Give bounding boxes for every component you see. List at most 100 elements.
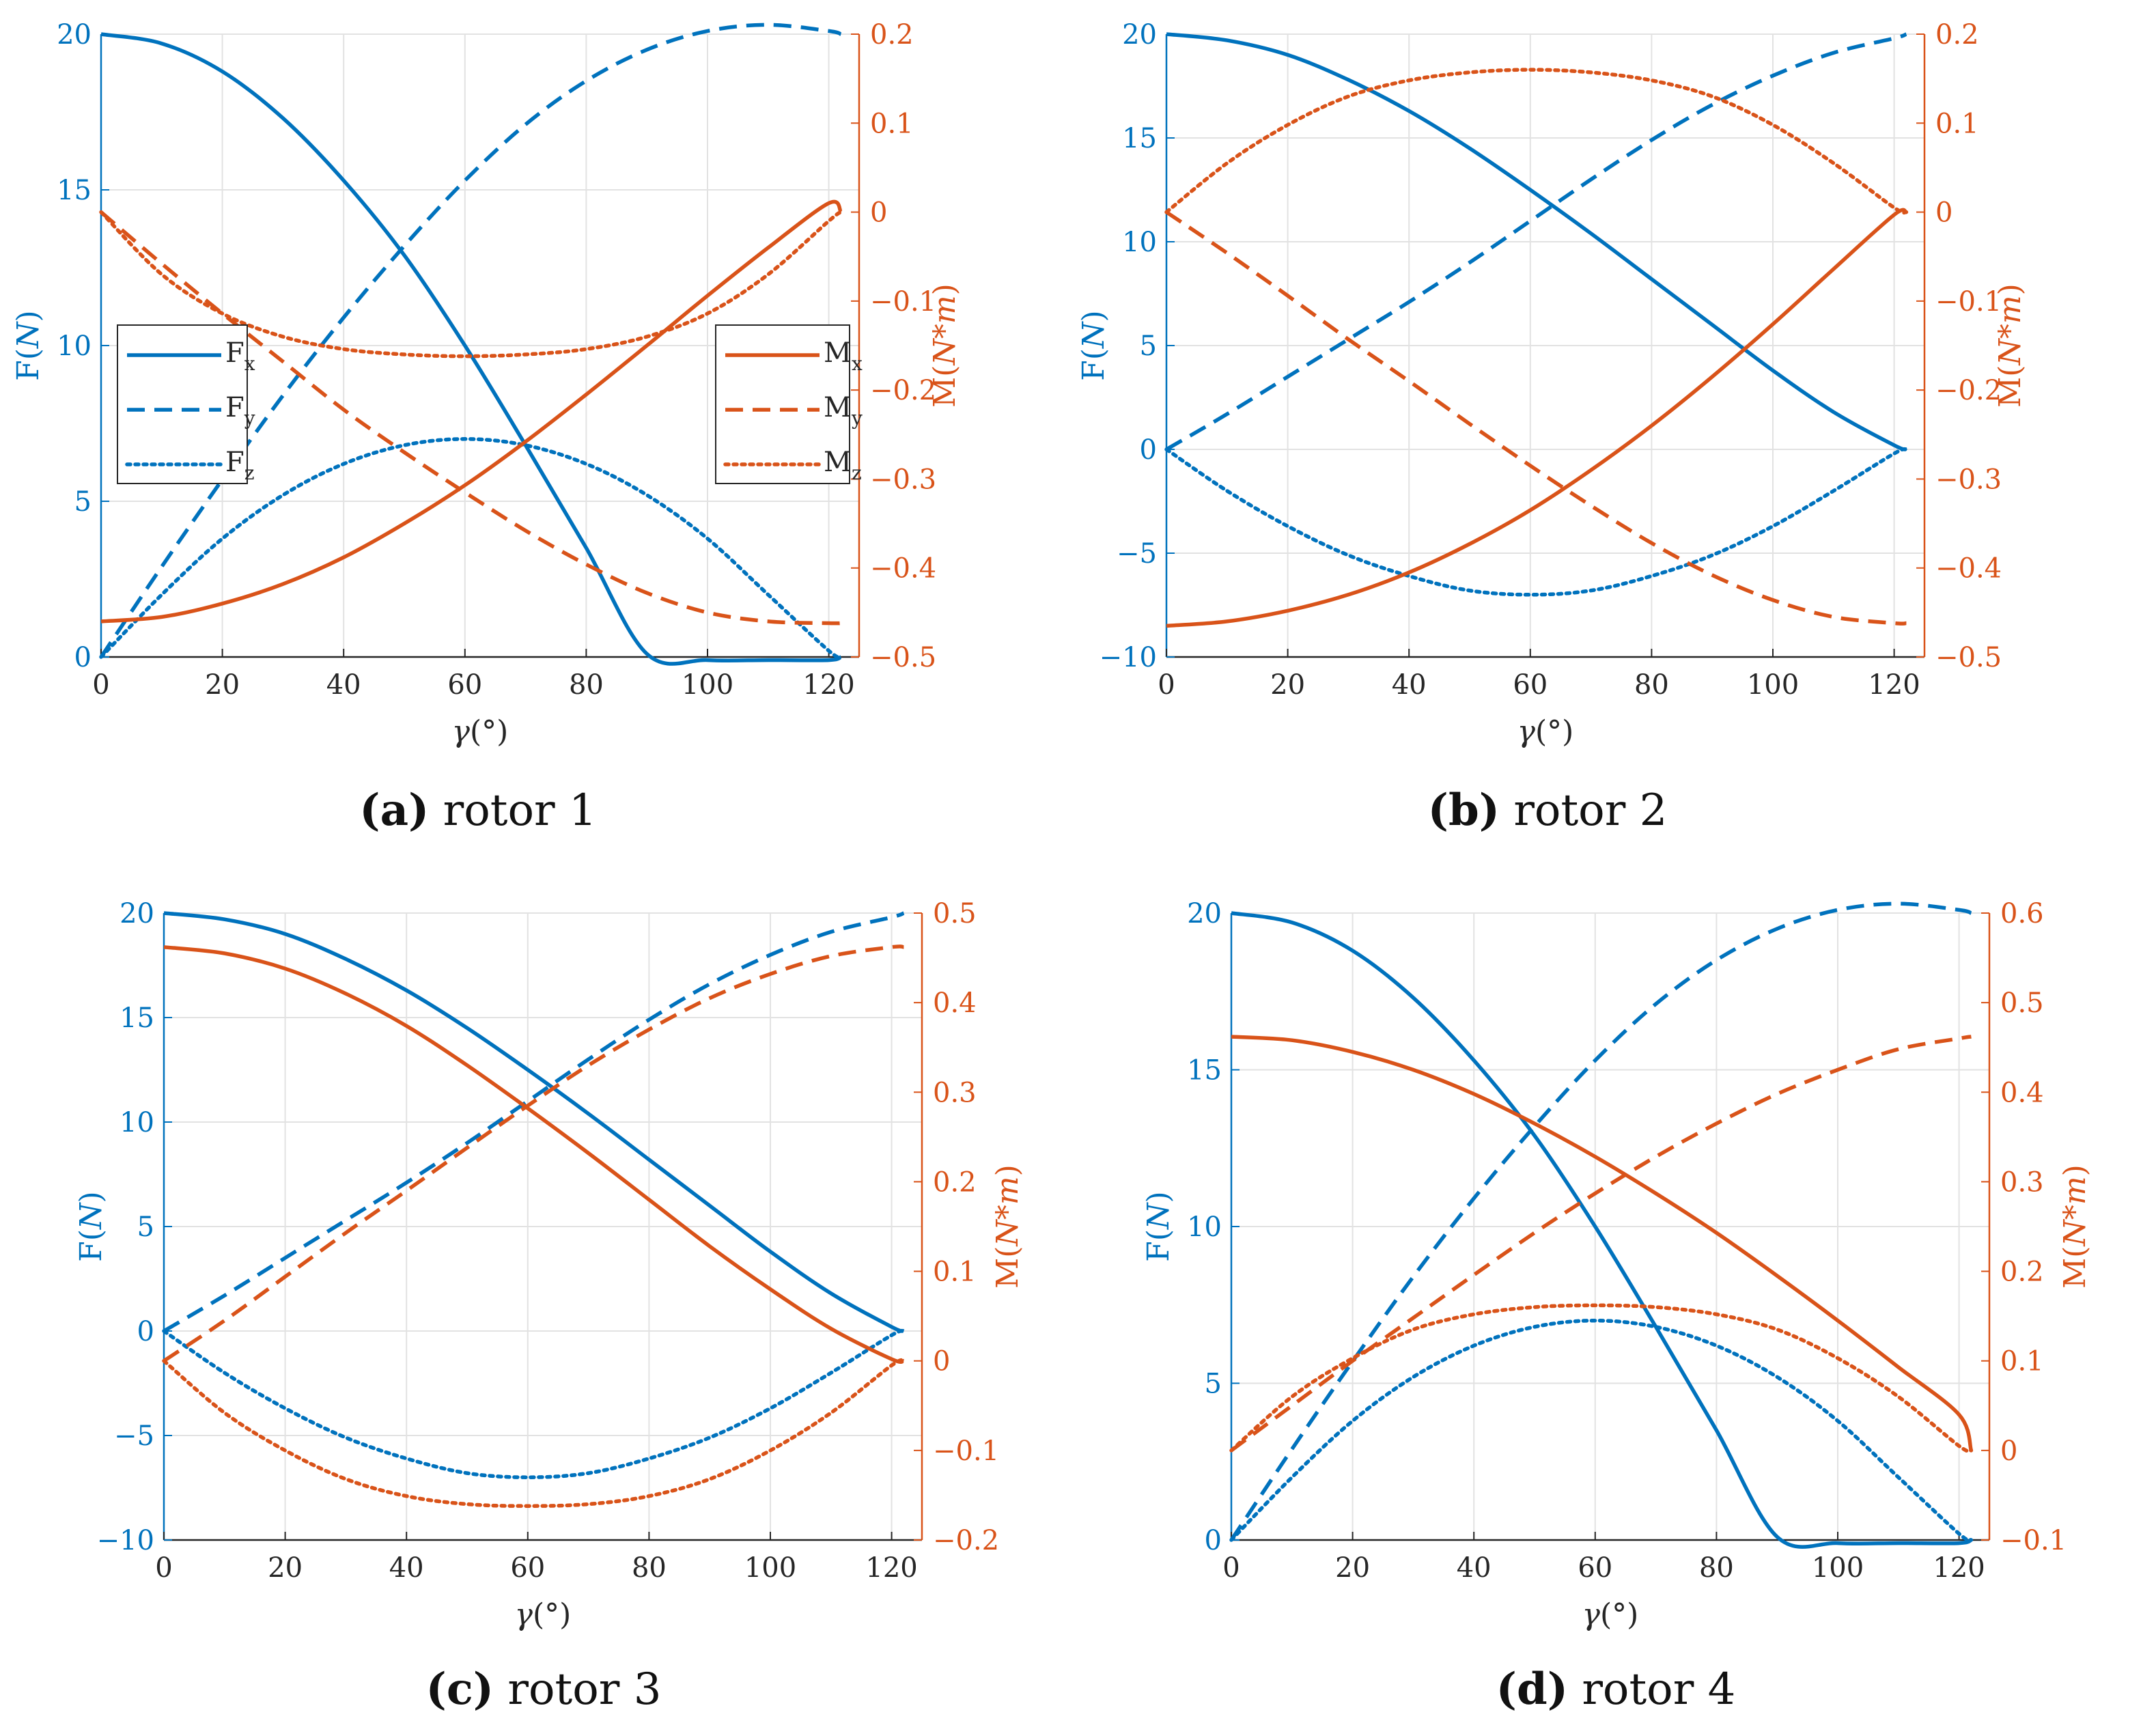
- y-right-axis-label: M(N*m): [927, 283, 962, 408]
- y-right-tick-label: 0.5: [2000, 988, 2044, 1019]
- panel-caption: (a) rotor 1: [359, 785, 596, 836]
- series-fz-line: [1164, 447, 1909, 597]
- y-right-tick-label: 0.3: [2000, 1166, 2044, 1198]
- y-right-tick-label: −0.3: [870, 464, 936, 495]
- y-right-tick-label: −0.2: [1935, 375, 2002, 406]
- series-fx-line: [1231, 911, 1972, 1549]
- legend-forces: Fx Fy Fz: [117, 324, 255, 484]
- x-axis-label: γ(°): [1517, 714, 1574, 749]
- y-right-tick-label: 0.5: [933, 898, 977, 929]
- y-right-tick-label: 0.1: [870, 108, 914, 139]
- y-right-tick-label: −0.3: [1935, 464, 2002, 495]
- legend-box: [715, 324, 850, 484]
- y-left-tick-label: 20: [1122, 19, 1157, 51]
- series-mx-line: [1166, 208, 1908, 628]
- series-my-line: [1230, 1035, 1972, 1453]
- y-left-tick-label: 15: [1187, 1055, 1222, 1087]
- series-fz-line: [162, 1328, 906, 1479]
- x-tick-label: 60: [1578, 1552, 1612, 1584]
- legend-label: Fz: [225, 447, 255, 484]
- legend-moments: Mx My Mz: [715, 324, 863, 484]
- x-tick-label: 40: [1457, 1552, 1492, 1584]
- y-left-tick-label: −10: [1100, 642, 1157, 673]
- series-fy-line: [163, 911, 905, 1333]
- y-right-tick-label: 0.3: [933, 1077, 977, 1108]
- x-tick-label: 0: [1222, 1552, 1240, 1584]
- x-tick-label: 60: [510, 1552, 545, 1584]
- y-left-tick-label: −5: [114, 1420, 154, 1452]
- y-right-tick-label: 0.1: [933, 1257, 977, 1288]
- series-fx-line: [1166, 32, 1907, 451]
- y-right-tick-label: 0.2: [2000, 1257, 2044, 1288]
- x-tick-label: 20: [205, 669, 240, 701]
- y-right-axis-label: M(N*m): [1993, 283, 2028, 408]
- x-tick-label: 60: [1513, 669, 1548, 701]
- y-right-tick-label: −0.1: [933, 1436, 999, 1467]
- x-tick-label: 40: [326, 669, 361, 701]
- series-mx-line: [1231, 1035, 1974, 1451]
- panel-b: 0 20 40 60 80 100 120 −10 −5 0 5 10 15 20 −0.5 −0.4 −0.3…: [1076, 19, 2028, 836]
- legend-label: Mx: [824, 337, 863, 375]
- y-right-tick-label: −0.2: [870, 375, 936, 406]
- x-tick-label: 100: [744, 1552, 796, 1584]
- y-left-tick-label: 15: [1122, 123, 1157, 154]
- x-tick-label: 0: [92, 669, 109, 701]
- y-left-tick-label: −10: [97, 1525, 154, 1556]
- x-tick-label: 120: [1933, 1552, 1985, 1584]
- x-tick-label: 100: [1812, 1552, 1864, 1584]
- y-right-tick-label: −0.1: [1935, 286, 2002, 318]
- x-tick-label: 20: [1270, 669, 1305, 701]
- panel-a: 0 20 40 60 80 100 120 0 5 10 15 20 −0.5 −0.4 −0.3 −0.2 −…: [11, 19, 962, 836]
- x-axis-label: γ(°): [452, 714, 509, 749]
- panel-c: 0 20 40 60 80 100 120 −10 −5 0 5 10 15 20 −0.2 −0.1 0 0.1…: [74, 898, 1025, 1715]
- legend-box: [117, 324, 248, 484]
- panel-caption: (d) rotor 4: [1496, 1664, 1736, 1715]
- y-right-tick-label: 0.1: [1935, 108, 1979, 139]
- series-fz-line: [99, 437, 843, 660]
- y-left-tick-label: 10: [120, 1107, 154, 1138]
- y-right-tick-label: 0: [2000, 1436, 2017, 1467]
- series-mz-line: [99, 210, 843, 359]
- panel-caption: (b) rotor 2: [1428, 785, 1668, 836]
- x-tick-label: 120: [802, 669, 854, 701]
- series-my-line: [100, 210, 841, 626]
- y-left-tick-label: 5: [1140, 331, 1157, 362]
- legend-label: Fy: [225, 392, 255, 430]
- y-left-tick-label: 15: [57, 175, 92, 206]
- y-right-axis-label: M(N*m): [2058, 1164, 2092, 1289]
- series-mx-line: [163, 945, 905, 1364]
- y-left-tick-label: 0: [1205, 1525, 1222, 1556]
- y-left-tick-label: 20: [120, 898, 154, 929]
- y-left-tick-label: −5: [1117, 538, 1157, 570]
- series-my-line: [163, 944, 904, 1362]
- x-axis-label: γ(°): [1582, 1597, 1639, 1632]
- x-tick-label: 80: [569, 669, 604, 701]
- y-left-tick-label: 5: [1205, 1369, 1222, 1400]
- legend-label: Fx: [225, 337, 255, 375]
- x-tick-label: 100: [682, 669, 733, 701]
- x-tick-label: 80: [1699, 1552, 1734, 1584]
- y-right-tick-label: 0: [870, 197, 887, 229]
- y-right-tick-label: 0: [933, 1346, 950, 1377]
- grid: [1231, 912, 1989, 1541]
- series-fy-line: [1165, 32, 1907, 451]
- y-left-tick-label: 0: [1140, 434, 1157, 466]
- y-right-axis-label: M(N*m): [990, 1164, 1025, 1289]
- legend-label: Mz: [824, 447, 862, 484]
- y-left-tick-label: 10: [1122, 227, 1157, 258]
- y-right-tick-label: −0.4: [870, 553, 936, 585]
- series-fx-line: [163, 911, 905, 1333]
- y-right-tick-label: 0: [1935, 197, 1952, 229]
- y-left-tick-label: 5: [74, 486, 92, 518]
- x-tick-label: 120: [1868, 669, 1920, 701]
- y-right-tick-label: −0.5: [1935, 642, 2002, 673]
- x-tick-label: 80: [1634, 669, 1669, 701]
- series-mx-line: [100, 199, 843, 624]
- y-right-tick-label: 0.4: [2000, 1077, 2044, 1108]
- y-right-tick-label: 0.2: [1935, 19, 1979, 51]
- x-tick-label: 80: [632, 1552, 667, 1584]
- x-tick-label: 20: [268, 1552, 303, 1584]
- y-right-tick-label: −0.5: [870, 642, 936, 673]
- panel-d: 0 20 40 60 80 100 120 0 5 10 15 20 −0.1 0 0.1 0.2 0.3 0.4…: [1141, 898, 2092, 1715]
- x-axis-label: γ(°): [515, 1597, 572, 1632]
